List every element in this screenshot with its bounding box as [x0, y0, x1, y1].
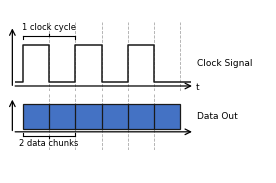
- Text: 2 data chunks: 2 data chunks: [19, 139, 79, 148]
- Bar: [23, 104, 180, 129]
- Text: 1 clock cycle: 1 clock cycle: [22, 23, 76, 32]
- Text: t: t: [196, 83, 200, 92]
- Text: Data Out: Data Out: [197, 112, 238, 121]
- Text: Clock Signal: Clock Signal: [197, 59, 253, 68]
